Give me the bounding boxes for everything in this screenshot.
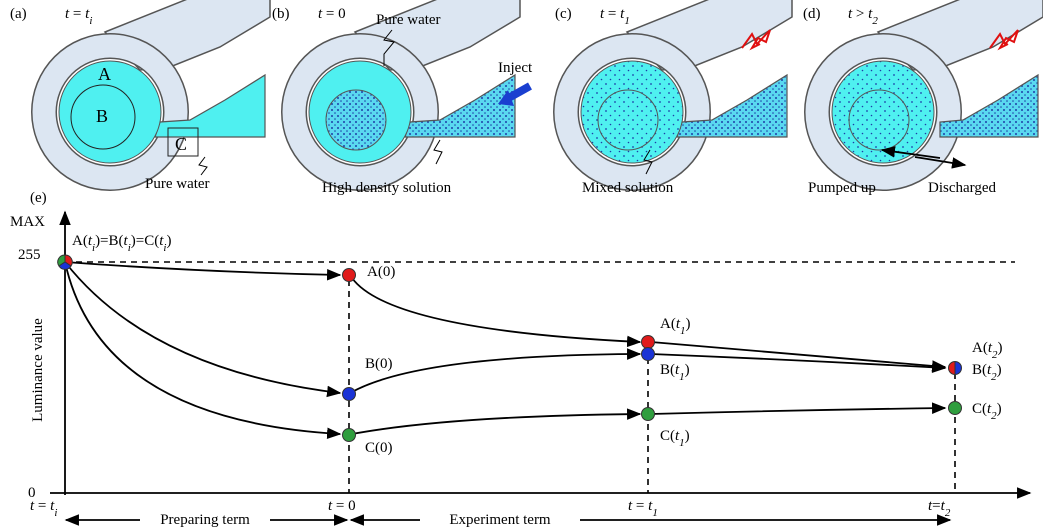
panel-time: t = t1 — [600, 6, 630, 27]
initial-label: A(ti)=B(ti)=C(ti) — [72, 233, 171, 254]
point-label: C(t2) — [972, 401, 1002, 422]
text-part: i — [54, 507, 57, 519]
x-label: t = t1 — [628, 498, 658, 519]
note: Pure water — [376, 12, 441, 28]
text-part: C( — [972, 401, 987, 417]
text-part: ) — [997, 401, 1002, 417]
point-label: B(0) — [365, 356, 393, 372]
text-part: 1 — [652, 507, 658, 519]
text-part: ) — [685, 428, 690, 444]
figure: (a) t = ti A B C Pure water (b) t = 0 Pu… — [0, 0, 1043, 527]
points — [58, 255, 962, 442]
note: A — [98, 64, 111, 84]
panel-label: (b) — [272, 6, 290, 22]
note: Mixed solution — [582, 180, 674, 196]
note: C — [175, 134, 187, 154]
panel-label: (c) — [555, 6, 572, 22]
text-part: ) — [997, 362, 1002, 378]
text-part: = — [34, 498, 50, 514]
point-label: A(t2) — [972, 340, 1003, 361]
panel-label: (a) — [10, 6, 27, 22]
note: High density solution — [322, 180, 452, 196]
x-label: t = 0 — [328, 498, 356, 514]
note: Pumped up — [808, 180, 876, 196]
x-label: t = ti — [30, 498, 57, 519]
text-part: = 0 — [322, 6, 345, 22]
text-part: = — [604, 6, 620, 22]
text-part: = — [69, 6, 85, 22]
text-part: = — [932, 498, 940, 514]
point-label: B(t2) — [972, 362, 1002, 383]
text-part: B(0) — [365, 356, 393, 372]
text-part: ) — [166, 233, 171, 249]
point-label: C(0) — [365, 440, 393, 456]
y-top: MAX — [10, 214, 45, 230]
term-label: Preparing term — [160, 512, 250, 527]
text-part: )=B( — [95, 233, 123, 249]
x-label: t=t2 — [928, 498, 951, 519]
text-part: ) — [685, 362, 690, 378]
graph: (e) MAX 255 0 Luminance value A(ti)=B(ti… — [10, 190, 1030, 527]
panel-time: t > t2 — [848, 6, 878, 27]
point-label: A(t1) — [660, 316, 691, 337]
text-part: 1 — [624, 15, 630, 27]
text-part: A( — [972, 340, 988, 356]
curves — [65, 262, 945, 434]
y-axis-title: Luminance value — [30, 318, 46, 422]
panel-label: (d) — [803, 6, 821, 22]
text-part: 2 — [945, 507, 951, 519]
note: Inject — [498, 60, 533, 76]
text-part: B( — [660, 362, 675, 378]
note: Discharged — [928, 180, 997, 196]
text-part: = — [632, 498, 648, 514]
text-part: i — [89, 15, 92, 27]
panel-label: (e) — [30, 190, 47, 206]
panel-time: t = ti — [65, 6, 92, 27]
point-label: A(0) — [367, 264, 395, 280]
panel-time: t = 0 — [318, 6, 346, 22]
text-part: = 0 — [332, 498, 355, 514]
text-part: )=C( — [131, 233, 159, 249]
text-part: 2 — [872, 15, 878, 27]
text-part: B( — [972, 362, 987, 378]
panel-c: (c) t = t1 Mixed solution — [555, 0, 792, 196]
panel-d: (d) t > t2 Pumped up Discharged — [803, 0, 1043, 196]
point-label: C(t1) — [660, 428, 690, 449]
text-part: ) — [686, 316, 691, 332]
text-part: A( — [72, 233, 88, 249]
note: B — [96, 106, 108, 126]
panel-a: (a) t = ti A B C Pure water — [10, 0, 270, 192]
text-part: ) — [998, 340, 1003, 356]
y-max: 255 — [18, 247, 41, 263]
text-part: C( — [660, 428, 675, 444]
note: Pure water — [145, 176, 210, 192]
text-part: A( — [660, 316, 676, 332]
point-label: B(t1) — [660, 362, 690, 383]
term-label: Experiment term — [449, 512, 551, 527]
text-part: C(0) — [365, 440, 393, 456]
text-part: > — [852, 6, 868, 22]
panel-b: (b) t = 0 Pure water Inject High density… — [272, 0, 533, 196]
text-part: A(0) — [367, 264, 395, 280]
